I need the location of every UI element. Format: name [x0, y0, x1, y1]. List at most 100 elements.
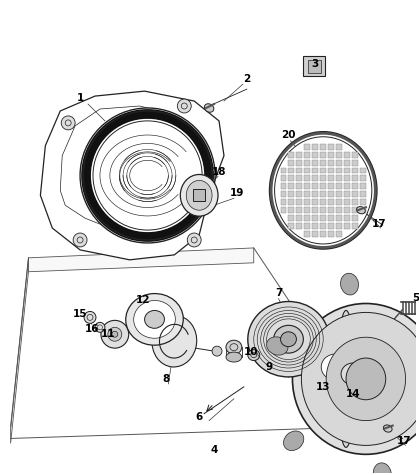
FancyBboxPatch shape: [312, 144, 318, 150]
FancyBboxPatch shape: [328, 223, 334, 229]
FancyBboxPatch shape: [304, 152, 310, 158]
FancyBboxPatch shape: [281, 168, 287, 173]
FancyBboxPatch shape: [344, 215, 350, 221]
FancyBboxPatch shape: [352, 215, 358, 221]
FancyBboxPatch shape: [304, 191, 310, 197]
FancyBboxPatch shape: [328, 207, 334, 213]
FancyBboxPatch shape: [312, 152, 318, 158]
FancyBboxPatch shape: [344, 160, 350, 166]
FancyBboxPatch shape: [289, 175, 295, 181]
FancyBboxPatch shape: [312, 183, 318, 190]
FancyBboxPatch shape: [312, 191, 318, 197]
FancyBboxPatch shape: [344, 191, 350, 197]
FancyBboxPatch shape: [352, 200, 358, 205]
FancyBboxPatch shape: [312, 175, 318, 181]
FancyBboxPatch shape: [360, 168, 366, 173]
FancyBboxPatch shape: [312, 207, 318, 213]
Text: 17: 17: [372, 219, 386, 229]
Text: 2: 2: [243, 74, 251, 84]
FancyBboxPatch shape: [328, 168, 334, 173]
FancyBboxPatch shape: [352, 207, 358, 213]
FancyBboxPatch shape: [296, 175, 303, 181]
FancyBboxPatch shape: [304, 144, 310, 150]
FancyBboxPatch shape: [289, 168, 295, 173]
FancyBboxPatch shape: [281, 200, 287, 205]
FancyBboxPatch shape: [336, 183, 342, 190]
FancyBboxPatch shape: [336, 231, 342, 237]
FancyBboxPatch shape: [352, 168, 358, 173]
FancyBboxPatch shape: [304, 223, 310, 229]
Text: 14: 14: [346, 389, 360, 399]
Ellipse shape: [274, 137, 372, 244]
FancyBboxPatch shape: [344, 168, 350, 173]
Ellipse shape: [266, 337, 288, 355]
Polygon shape: [28, 248, 254, 272]
Polygon shape: [40, 91, 224, 260]
FancyBboxPatch shape: [328, 160, 334, 166]
FancyBboxPatch shape: [296, 223, 303, 229]
Circle shape: [112, 331, 118, 337]
FancyBboxPatch shape: [320, 160, 326, 166]
Polygon shape: [10, 258, 28, 444]
FancyBboxPatch shape: [304, 231, 310, 237]
FancyBboxPatch shape: [312, 200, 318, 205]
Ellipse shape: [248, 350, 260, 361]
Ellipse shape: [248, 302, 329, 377]
Text: 20: 20: [281, 130, 296, 140]
FancyBboxPatch shape: [344, 207, 350, 213]
FancyBboxPatch shape: [344, 200, 350, 205]
Ellipse shape: [310, 344, 360, 390]
Ellipse shape: [335, 358, 371, 390]
Ellipse shape: [126, 294, 183, 345]
FancyBboxPatch shape: [336, 215, 342, 221]
Text: 3: 3: [312, 59, 319, 69]
FancyBboxPatch shape: [352, 175, 358, 181]
FancyBboxPatch shape: [296, 168, 303, 173]
Ellipse shape: [281, 332, 296, 347]
FancyBboxPatch shape: [289, 183, 295, 190]
FancyBboxPatch shape: [320, 215, 326, 221]
FancyBboxPatch shape: [352, 191, 358, 197]
Circle shape: [187, 233, 201, 247]
FancyBboxPatch shape: [344, 152, 350, 158]
Text: 19: 19: [230, 189, 244, 199]
FancyBboxPatch shape: [328, 152, 334, 158]
FancyBboxPatch shape: [320, 223, 326, 229]
FancyBboxPatch shape: [352, 183, 358, 190]
FancyBboxPatch shape: [304, 183, 310, 190]
Ellipse shape: [321, 354, 349, 380]
Ellipse shape: [152, 315, 197, 367]
FancyBboxPatch shape: [304, 207, 310, 213]
Ellipse shape: [284, 431, 304, 451]
FancyBboxPatch shape: [328, 175, 334, 181]
Ellipse shape: [292, 304, 419, 454]
Ellipse shape: [134, 301, 175, 338]
FancyBboxPatch shape: [296, 152, 303, 158]
Text: 16: 16: [85, 324, 99, 334]
FancyBboxPatch shape: [344, 183, 350, 190]
FancyBboxPatch shape: [304, 160, 310, 166]
FancyBboxPatch shape: [304, 175, 310, 181]
FancyBboxPatch shape: [328, 215, 334, 221]
Ellipse shape: [226, 340, 242, 354]
FancyBboxPatch shape: [336, 223, 342, 229]
FancyBboxPatch shape: [281, 183, 287, 190]
FancyBboxPatch shape: [336, 152, 342, 158]
FancyBboxPatch shape: [320, 144, 326, 150]
Ellipse shape: [145, 311, 164, 328]
FancyBboxPatch shape: [360, 207, 366, 213]
Ellipse shape: [274, 325, 303, 353]
FancyBboxPatch shape: [320, 168, 326, 173]
Text: 11: 11: [101, 329, 115, 339]
Text: 18: 18: [212, 168, 226, 178]
Text: 4: 4: [210, 446, 218, 456]
Text: 6: 6: [196, 412, 203, 422]
FancyBboxPatch shape: [352, 152, 358, 158]
FancyBboxPatch shape: [360, 191, 366, 197]
Ellipse shape: [180, 174, 218, 216]
Ellipse shape: [270, 132, 377, 249]
FancyBboxPatch shape: [328, 231, 334, 237]
Circle shape: [108, 327, 122, 341]
FancyBboxPatch shape: [336, 200, 342, 205]
Text: 9: 9: [265, 362, 272, 372]
